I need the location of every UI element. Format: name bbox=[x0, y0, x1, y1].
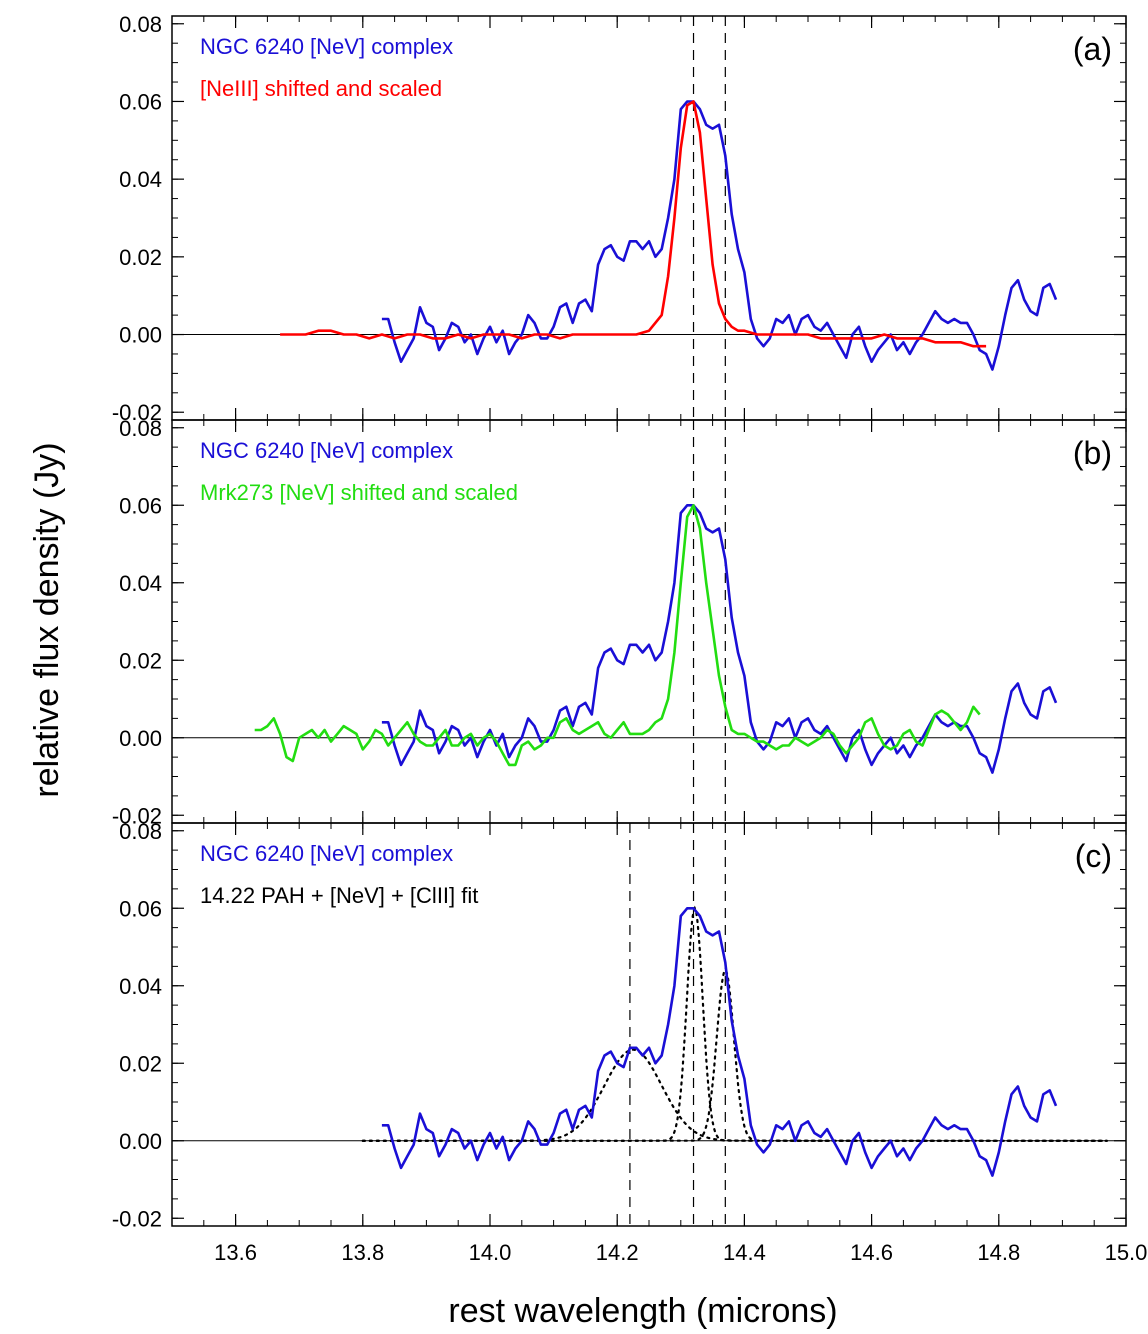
legend-entry: [NeIII] shifted and scaled bbox=[200, 76, 442, 101]
y-axis-title: relative flux density (Jy) bbox=[28, 442, 66, 797]
panel-3: -0.02 0.00 0.02 0.04 0.06 0.08 13.6 13.8 14.0 14.… bbox=[112, 819, 1148, 1265]
legend-entry: Mrk273 [NeV] shifted and scaled bbox=[200, 480, 518, 505]
y-tick-label: 0.02 bbox=[119, 648, 162, 673]
y-tick-label: 0.06 bbox=[119, 89, 162, 114]
panel-1: -0.02 0.00 0.02 0.04 0.06 0.08 NGC 6240 [NeV] … bbox=[112, 12, 1127, 425]
y-tick-label: 0.04 bbox=[119, 571, 162, 596]
x-tick-label: 13.6 bbox=[214, 1240, 257, 1265]
y-tick-label: 0.00 bbox=[119, 726, 162, 751]
fit-component-14-22-pah bbox=[361, 1048, 1109, 1142]
panel-label: (c) bbox=[1075, 838, 1112, 874]
legend-entry: NGC 6240 [NeV] complex bbox=[200, 34, 453, 59]
y-tick-label: 0.08 bbox=[119, 819, 162, 844]
legend-entry: NGC 6240 [NeV] complex bbox=[200, 438, 453, 463]
x-tick-label: 14.4 bbox=[723, 1240, 766, 1265]
panel-2: -0.02 0.00 0.02 0.04 0.06 0.08 NGC 6240 [NeV] … bbox=[112, 416, 1127, 828]
y-tick-label: 0.08 bbox=[119, 12, 162, 37]
series-line bbox=[381, 906, 1058, 1177]
y-tick-label: 0.02 bbox=[119, 245, 162, 270]
series-line bbox=[381, 100, 1058, 371]
y-tick-label: 0.08 bbox=[119, 416, 162, 441]
fit-component--nev- bbox=[361, 905, 1109, 1142]
y-tick-label: 0.04 bbox=[119, 167, 162, 192]
y-tick-label: 0.00 bbox=[119, 1129, 162, 1154]
x-tick-label: 15.0 bbox=[1105, 1240, 1148, 1265]
y-tick-label: 0.06 bbox=[119, 493, 162, 518]
x-tick-label: 14.2 bbox=[596, 1240, 639, 1265]
series-line bbox=[381, 503, 1058, 774]
legend-entry: 14.22 PAH + [NeV] + [ClII] fit bbox=[200, 883, 478, 908]
legend-entry: NGC 6240 [NeV] complex bbox=[200, 841, 453, 866]
x-tick-label: 14.8 bbox=[977, 1240, 1020, 1265]
y-tick-label: 0.04 bbox=[119, 974, 162, 999]
x-axis-title: rest wavelength (microns) bbox=[448, 1292, 837, 1330]
x-tick-label: 13.8 bbox=[341, 1240, 384, 1265]
y-tick-label: -0.02 bbox=[112, 400, 162, 425]
fit-component--clii- bbox=[361, 968, 1109, 1142]
y-tick-label: 0.00 bbox=[119, 323, 162, 348]
x-tick-label: 14.6 bbox=[850, 1240, 893, 1265]
panel-label: (b) bbox=[1073, 435, 1112, 471]
series-line bbox=[254, 503, 981, 767]
x-tick-label: 14.0 bbox=[469, 1240, 512, 1265]
y-tick-label: -0.02 bbox=[112, 803, 162, 828]
y-tick-label: 0.06 bbox=[119, 896, 162, 921]
panel-label: (a) bbox=[1073, 31, 1112, 67]
y-tick-label: 0.02 bbox=[119, 1051, 162, 1076]
series-line bbox=[280, 100, 987, 348]
y-tick-label: -0.02 bbox=[112, 1206, 162, 1231]
